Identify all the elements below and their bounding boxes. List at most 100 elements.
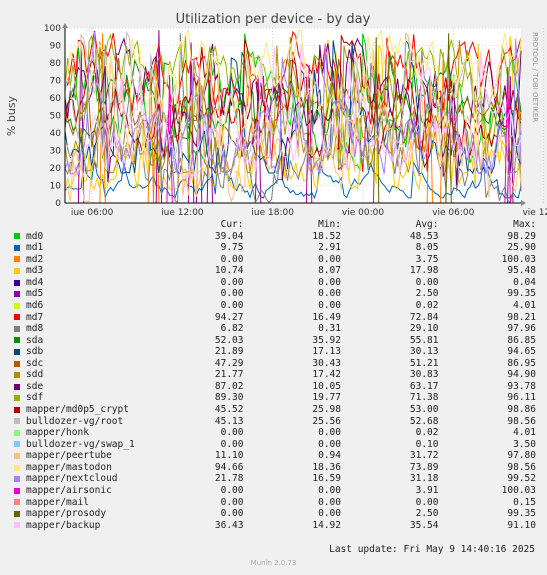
x-axis-arrow <box>521 200 526 206</box>
legend-row: mapper/airsonic 0.00 0.00 3.91 100.03 <box>14 485 536 497</box>
legend-swatch <box>14 302 20 309</box>
legend-cur-value: 21.77 <box>214 369 244 381</box>
legend-cur-value: 52.03 <box>214 334 244 346</box>
legend-row: md0 39.04 18.52 48.53 98.29 <box>14 231 536 243</box>
x-tick-label: jue 12:00 <box>160 208 204 215</box>
legend-series-name: md8 <box>26 323 44 335</box>
legend-min-value: 30.43 <box>312 357 341 369</box>
legend-max-value: 3.50 <box>513 438 536 450</box>
legend-min-value: 17.42 <box>312 369 341 381</box>
legend-min-value: 0.00 <box>318 438 341 450</box>
legend-avg-value: 29.10 <box>409 323 439 335</box>
legend-cur-value: 21.78 <box>214 473 244 485</box>
legend-cur-value: 0.00 <box>220 276 244 288</box>
legend-max-value: 94.90 <box>507 369 536 381</box>
legend-row: md6 0.00 0.00 0.02 4.01 <box>14 300 536 312</box>
legend-max-value: 98.29 <box>507 230 536 242</box>
legend-min-value: 35.92 <box>312 334 341 346</box>
legend-avg-value: 17.98 <box>409 265 439 277</box>
legend-row: mapper/honk 0.00 0.00 0.02 4.01 <box>14 427 536 439</box>
y-tick-label: 60 <box>50 94 62 104</box>
legend-swatch <box>14 499 20 506</box>
legend-swatch <box>14 291 20 298</box>
legend-max-value: 86.95 <box>507 357 536 369</box>
legend-row: mapper/md0p5_crypt 45.52 25.98 53.00 98.86 <box>14 404 536 416</box>
legend-series-name: mapper/honk <box>26 427 89 439</box>
legend-max-value: 99.52 <box>507 473 536 485</box>
y-tick-label: 50 <box>50 112 62 122</box>
legend-min-value: 0.00 <box>318 288 341 300</box>
legend-series-name: sde <box>26 380 44 392</box>
y-axis-label: % busy <box>5 95 18 136</box>
legend-header-avg: Avg: <box>415 219 439 230</box>
series-line-mapper-nextcloud <box>64 32 522 176</box>
legend-swatch <box>14 406 20 413</box>
legend-min-value: 0.00 <box>318 299 341 311</box>
legend-series-name: mapper/airsonic <box>26 484 112 496</box>
legend-series-name: mapper/nextcloud <box>26 473 118 485</box>
y-tick-label: 70 <box>50 77 62 87</box>
legend-swatch <box>14 348 20 355</box>
legend-cur-value: 36.43 <box>214 519 244 531</box>
legend-avg-value: 51.21 <box>409 357 439 369</box>
legend-series-name: mapper/peertube <box>26 450 112 462</box>
legend-max-value: 97.96 <box>507 323 536 335</box>
legend-max-value: 99.35 <box>507 288 536 300</box>
legend-cur-value: 0.00 <box>220 427 244 439</box>
legend-swatch <box>14 360 20 367</box>
legend-cur-value: 0.00 <box>220 438 244 450</box>
legend-max-value: 0.15 <box>513 496 536 508</box>
legend-min-value: 0.00 <box>318 253 341 265</box>
legend-max-value: 98.86 <box>507 404 536 415</box>
last-update: Last update: Fri May 9 14:40:16 2025 <box>329 544 535 555</box>
x-tick-label: vie 06:00 <box>432 208 474 215</box>
legend-avg-value: 0.00 <box>415 276 439 288</box>
legend-series-name: mapper/mail <box>26 496 89 508</box>
legend-min-value: 25.98 <box>312 404 341 415</box>
legend-avg-value: 63.17 <box>409 380 439 392</box>
legend-swatch <box>14 429 20 436</box>
legend-avg-value: 72.84 <box>409 311 439 323</box>
legend-swatch <box>14 279 20 286</box>
legend-min-value: 2.91 <box>318 242 341 254</box>
y-tick-label: 40 <box>50 129 62 139</box>
legend-max-value: 4.01 <box>513 299 536 311</box>
legend-row: md4 0.00 0.00 0.00 0.04 <box>14 277 536 289</box>
legend-avg-value: 0.02 <box>415 299 439 311</box>
legend-max-value: 94.65 <box>507 346 536 358</box>
legend-cur-value: 0.00 <box>220 496 244 508</box>
legend-row: sda 52.03 35.92 55.81 86.85 <box>14 335 536 347</box>
legend-max-value: 98.56 <box>507 461 536 473</box>
legend-row: mapper/backup 36.43 14.92 35.54 91.10 <box>14 520 536 532</box>
legend-avg-value: 71.38 <box>409 392 439 404</box>
legend-avg-value: 30.13 <box>409 346 439 358</box>
legend-row: md7 94.27 16.49 72.84 98.21 <box>14 312 536 324</box>
legend-cur-value: 11.10 <box>214 450 244 462</box>
legend-avg-value: 73.89 <box>409 461 439 473</box>
legend-row: md1 9.75 2.91 8.05 25.90 <box>14 242 536 254</box>
series-line-mapper-peertube <box>64 49 522 204</box>
legend-series-name: sdf <box>26 392 44 404</box>
legend-series-name: sda <box>26 334 44 346</box>
legend-max-value: 25.90 <box>507 242 536 254</box>
legend-swatch <box>14 487 20 494</box>
legend-max-value: 98.21 <box>507 311 536 323</box>
legend-row: mapper/mastodon 94.66 18.36 73.89 98.56 <box>14 462 536 474</box>
legend-series-name: mapper/mastodon <box>26 461 112 473</box>
legend-avg-value: 31.18 <box>409 473 439 485</box>
legend-series-name: mapper/backup <box>26 519 101 531</box>
series-line-mapper-mastodon <box>64 28 522 169</box>
y-tick-label: 90 <box>50 42 62 52</box>
legend-row: sdd 21.77 17.42 30.83 94.90 <box>14 369 536 381</box>
legend-row: sdb 21.89 17.13 30.13 94.65 <box>14 346 536 358</box>
legend-avg-value: 0.00 <box>415 496 439 508</box>
legend-min-value: 0.00 <box>318 427 341 439</box>
legend-row: bulldozer-vg/swap_1 0.00 0.00 0.10 3.50 <box>14 439 536 451</box>
x-tick-label: vie 00:00 <box>342 208 384 215</box>
legend-cur-value: 0.00 <box>220 288 244 300</box>
legend-cur-value: 21.89 <box>214 346 244 358</box>
y-tick-label: 30 <box>50 147 62 157</box>
legend-row: mapper/nextcloud 21.78 16.59 31.18 99.52 <box>14 473 536 485</box>
legend-swatch <box>14 476 20 483</box>
legend-avg-value: 0.10 <box>415 438 439 450</box>
